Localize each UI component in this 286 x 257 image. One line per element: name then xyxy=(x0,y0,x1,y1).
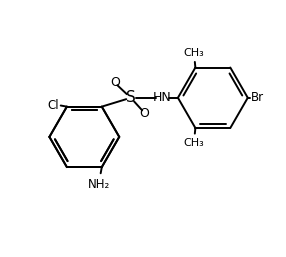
Text: NH₂: NH₂ xyxy=(88,178,110,191)
Text: O: O xyxy=(140,107,149,120)
Text: CH₃: CH₃ xyxy=(184,138,204,148)
Text: CH₃: CH₃ xyxy=(184,48,204,58)
Text: HN: HN xyxy=(153,91,172,104)
Text: O: O xyxy=(110,76,120,89)
Text: S: S xyxy=(126,90,135,105)
Text: Br: Br xyxy=(251,91,264,104)
Text: Cl: Cl xyxy=(47,99,59,112)
